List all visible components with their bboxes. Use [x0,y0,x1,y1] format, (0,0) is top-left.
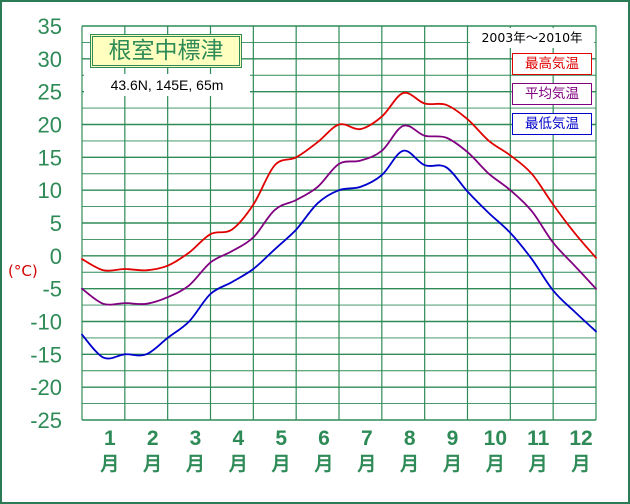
x-tick-unit: 月 [356,453,376,475]
x-tick-unit: 月 [314,453,334,475]
x-tick-unit: 月 [399,453,419,475]
y-tick-label: 30 [38,47,62,72]
series-min-line [81,149,597,360]
legend-max: 最高気温 [512,53,592,75]
legend-avg: 平均気温 [512,83,592,105]
x-tick-label: 6 [318,427,330,450]
y-tick-label: 0 [50,244,62,269]
x-tick-unit: 月 [485,453,505,475]
y-tick-label: -25 [30,408,62,433]
y-tick-label: 35 [38,14,62,39]
x-tick-label: 11 [527,427,550,450]
x-tick-label: 4 [232,427,244,450]
data-period: 2003年〜2010年 [470,28,594,48]
legend-min: 最低気温 [512,113,592,135]
x-tick-label: 12 [569,427,592,450]
x-tick-unit: 月 [228,453,248,475]
y-tick-label: 20 [38,113,62,138]
station-coordinates: 43.6N, 145E, 65m [84,74,250,96]
series-lines [81,91,597,360]
x-tick-label: 3 [190,427,202,450]
x-tick-unit: 月 [571,453,591,475]
station-name-box: 根室中標津 [90,34,242,68]
y-tick-label: -15 [30,342,62,367]
y-tick-label: 10 [38,178,62,203]
x-tick-label: 2 [147,427,159,450]
x-tick-label: 9 [447,427,459,450]
y-tick-label: 25 [38,80,62,105]
y-tick-label: 5 [50,211,62,236]
y-tick-label: 15 [38,145,62,170]
x-tick-label: 1 [104,427,116,450]
y-tick-label: -20 [30,375,62,400]
x-tick-label: 8 [404,427,416,450]
series-avg-line [81,124,597,306]
x-tick-label: 7 [361,427,373,450]
x-axis-ticks: 1 月 2 月 3 月 4 月 5 月 6 月 7 月 8 月 9 月 10 月 11 月 12 月 [99,427,592,475]
x-tick-label: 5 [275,427,287,450]
y-tick-label: -5 [42,277,62,302]
series-max-line [81,91,597,272]
x-tick-label: 10 [484,427,507,450]
x-tick-unit: 月 [528,453,548,475]
y-axis-unit: (°C) [8,262,38,280]
x-tick-unit: 月 [99,453,119,475]
x-tick-unit: 月 [185,453,205,475]
x-tick-unit: 月 [442,453,462,475]
x-tick-unit: 月 [271,453,291,475]
y-axis-ticks: 35 30 25 20 15 10 5 0 -5 -10 -15 -20 -25 [30,14,62,433]
x-tick-unit: 月 [142,453,162,475]
y-tick-label: -10 [30,310,62,335]
